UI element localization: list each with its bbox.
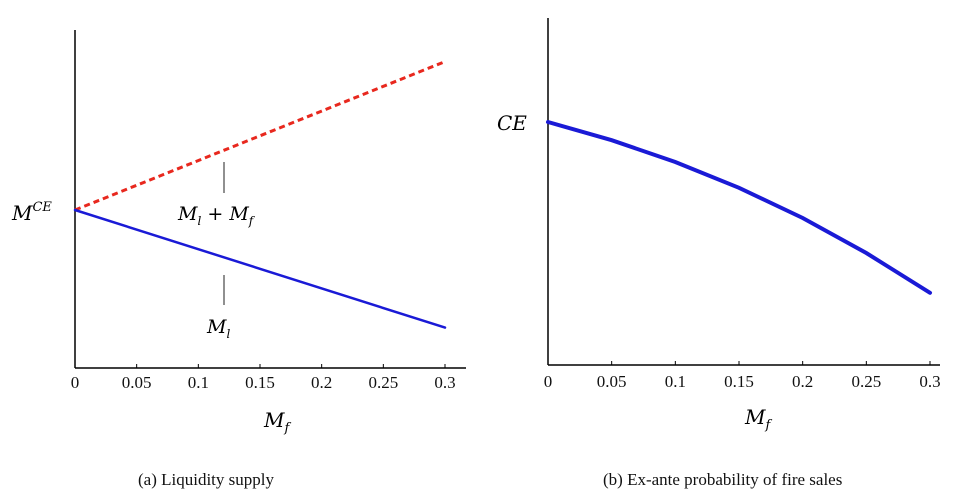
x-tick-label-a-1: 0.05: [122, 373, 152, 392]
x-tick-label-b-6: 0.3: [919, 372, 940, 391]
caption-a: (a) Liquidity supply: [138, 470, 274, 489]
x-tick-label-a-4: 0.2: [311, 373, 332, 392]
x-tick-label-b-3: 0.15: [724, 372, 754, 391]
x-ticks-b: 0 0.05 0.1 0.15 0.2 0.25 0.3: [544, 361, 941, 391]
x-axis-label-b: Mf: [744, 405, 772, 433]
caption-b: (b) Ex-ante probability of fire sales: [603, 470, 843, 489]
x-tick-label-b-1: 0.05: [597, 372, 627, 391]
series-group-b: [546, 120, 932, 295]
y-origin-label-ce: CE: [497, 111, 527, 135]
x-axis-label-a: Mf: [263, 408, 291, 436]
series-label-ml-plus-mf: Ml + Mf: [177, 203, 256, 228]
series-line-b-0: [546, 120, 932, 295]
x-tick-label-b-2: 0.1: [665, 372, 686, 391]
x-tick-label-b-4: 0.2: [792, 372, 813, 391]
y-origin-label-mce: MCE: [11, 200, 52, 225]
x-tick-label-a-3: 0.15: [245, 373, 275, 392]
series-line-a-0: [74, 60, 446, 212]
chart-liquidity-supply: 0 0.05 0.1 0.15 0.2 0.25 0.3 MCE Ml + Mf Ml Mf: [11, 30, 466, 436]
chart-fire-sale-probability: 0 0.05 0.1 0.15 0.2 0.25 0.3 CE Mf: [497, 18, 941, 433]
x-tick-label-b-0: 0: [544, 372, 553, 391]
series-line-a-1: [73, 208, 447, 329]
x-tick-label-a-6: 0.3: [434, 373, 455, 392]
series-label-ml: Ml: [206, 316, 230, 341]
x-tick-label-b-5: 0.25: [851, 372, 881, 391]
series-group-a: [73, 60, 447, 329]
x-tick-label-a-0: 0: [71, 373, 80, 392]
x-tick-label-a-2: 0.1: [188, 373, 209, 392]
x-ticks-a: 0 0.05 0.1 0.15 0.2 0.25 0.3: [71, 364, 456, 392]
x-tick-label-a-5: 0.25: [368, 373, 398, 392]
